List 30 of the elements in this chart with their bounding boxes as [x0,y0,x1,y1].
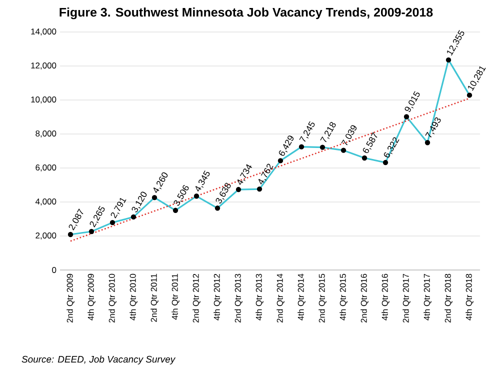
y-tick-label: 8,000 [36,130,56,138]
x-tick-label: 2nd Qtr 2018 [444,274,452,323]
x-tick-label: 2nd Qtr 2017 [402,274,410,323]
x-tick-label: 4th Qtr 2010 [130,274,138,320]
y-tick-label: 10,000 [31,96,56,104]
y-tick-label: 14,000 [31,28,56,36]
x-tick-label: 4th Qtr 2015 [340,274,348,320]
text: Source: DEED, Job Vacancy Survey [22,356,176,364]
x-tick-label: 2nd Qtr 2012 [192,274,200,323]
x-tick-label: 4th Qtr 2018 [466,274,474,320]
y-tick-label: 2,000 [36,232,56,240]
x-tick-label: 2nd Qtr 2015 [318,274,326,323]
x-tick-label: 4th Qtr 2016 [382,274,390,320]
y-tick-label: 4,000 [35,198,56,206]
x-tick-label: 4th Qtr 2012 [214,274,222,320]
x-tick-label: 2nd Qtr 2016 [360,274,368,323]
x-tick-label: 4th Qtr 2013 [256,274,264,320]
x-tick-label: 4th Qtr 2017 [424,274,432,320]
x-tick-label: 2nd Qtr 2011 [150,274,158,322]
x-tick-label: 4th Qtr 2009 [88,274,96,320]
y-tick-label: 12,000 [31,62,56,70]
y-tick-label: 0 [52,267,56,273]
x-tick-label: 4th Qtr 2014 [298,274,306,320]
x-tick-label: 2nd Qtr 2013 [234,274,242,323]
x-tick-label: 2nd Qtr 2014 [276,274,284,323]
x-tick-label: 2nd Qtr 2010 [108,274,116,323]
x-tick-label: 2nd Qtr 2009 [66,274,74,323]
chart-title: Figure 3. Southwest Minnesota Job Vacancy Trends, 2009-2018 [60,8,433,20]
x-tick-label: 4th Qtr 2011 [172,274,180,320]
y-tick-label: 6,000 [36,164,56,172]
